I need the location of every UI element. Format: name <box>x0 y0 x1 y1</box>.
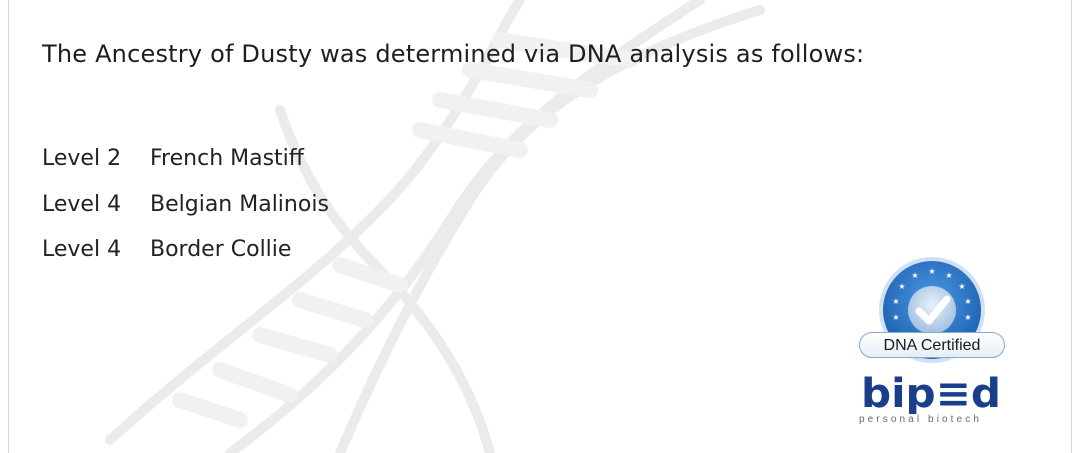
svg-text:★: ★ <box>964 313 971 322</box>
ancestry-level: Level 2 <box>42 146 122 172</box>
ancestry-row: Level 2 French Mastiff <box>42 136 329 182</box>
ancestry-row: Level 4 Belgian Malinois <box>42 182 329 228</box>
biped-logo: bip≡d <box>861 374 1001 414</box>
brand-logo-text: bip≡d <box>861 374 1001 414</box>
ancestry-row: Level 4 Border Collie <box>42 227 329 273</box>
page-headline: The Ancestry of Dusty was determined via… <box>42 40 865 68</box>
svg-text:★: ★ <box>898 282 905 291</box>
svg-text:★: ★ <box>892 313 899 322</box>
svg-text:★: ★ <box>928 267 935 276</box>
svg-text:★: ★ <box>958 282 965 291</box>
brand-block: bip≡d personal biotech <box>856 372 1008 430</box>
dna-certified-label: DNA Certified <box>859 332 1005 358</box>
brand-tagline: personal biotech <box>859 414 982 425</box>
svg-text:★: ★ <box>964 297 971 306</box>
page-frame <box>8 0 1072 453</box>
svg-text:★: ★ <box>911 271 918 280</box>
svg-text:★: ★ <box>945 271 952 280</box>
ancestry-breed: French Mastiff <box>150 146 304 172</box>
ancestry-list: Level 2 French Mastiff Level 4 Belgian M… <box>42 136 329 273</box>
ancestry-level: Level 4 <box>42 191 122 217</box>
ancestry-breed: Border Collie <box>150 237 292 263</box>
ancestry-breed: Belgian Malinois <box>150 191 329 217</box>
dna-certified-seal: ★ ★ ★ ★ ★ ★ ★ ★ ★ DNA Certified <box>856 250 1008 370</box>
ancestry-level: Level 4 <box>42 237 122 263</box>
svg-text:★: ★ <box>892 297 899 306</box>
